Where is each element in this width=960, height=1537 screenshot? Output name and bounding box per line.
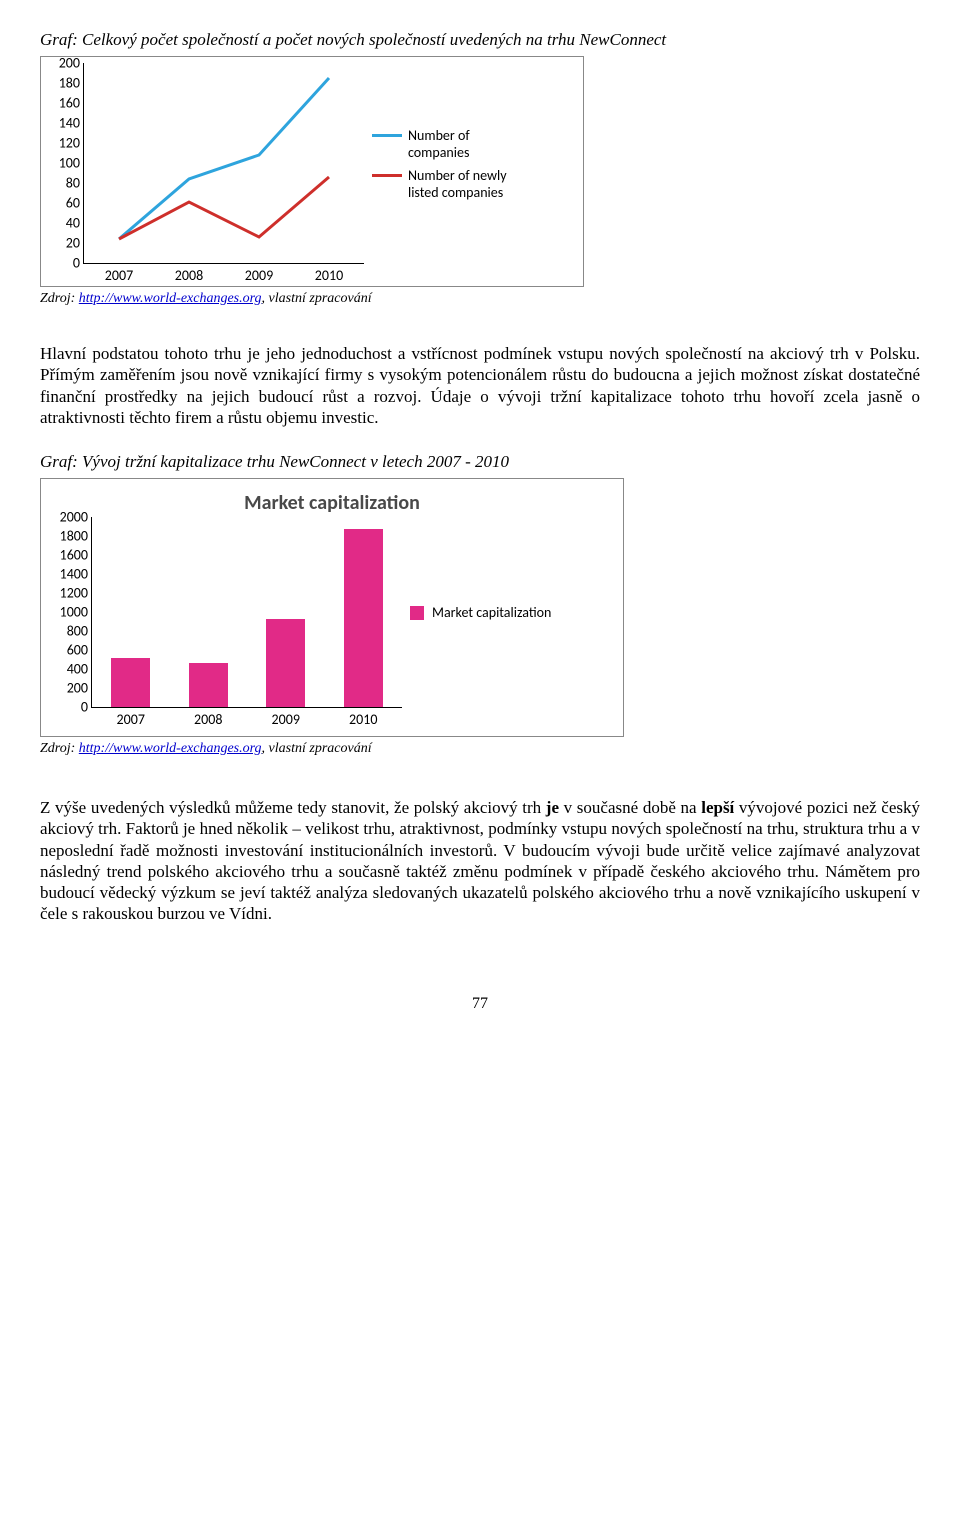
y-tick: 400 <box>67 661 92 678</box>
bar <box>344 529 383 707</box>
chart2-plot: 0200400600800100012001400160018002000200… <box>91 517 402 708</box>
chart2-title: Market capitalization <box>47 491 617 515</box>
legend-item-series1: Number of companies <box>372 127 522 161</box>
legend-label: Number of companies <box>408 127 522 161</box>
source-link[interactable]: http://www.world-exchanges.org <box>79 291 262 306</box>
x-tick: 2008 <box>175 263 203 284</box>
y-tick: 100 <box>59 155 84 172</box>
text-run: Z výše uvedených výsledků můžeme tedy st… <box>40 798 546 817</box>
x-tick: 2009 <box>272 707 300 728</box>
paragraph-1: Hlavní podstatou tohoto trhu je jeho jed… <box>40 343 920 428</box>
chart2-caption: Graf: Vývoj tržní kapitalizace trhu NewC… <box>40 452 920 472</box>
source-prefix: Zdroj: <box>40 291 79 306</box>
y-tick: 200 <box>67 680 92 697</box>
y-tick: 600 <box>67 642 92 659</box>
chart2-legend: Market capitalization <box>402 598 551 627</box>
source-link[interactable]: http://www.world-exchanges.org <box>79 741 262 756</box>
chart2-container: Market capitalization 020040060080010001… <box>40 478 624 737</box>
y-tick: 0 <box>73 255 84 272</box>
y-tick: 120 <box>59 135 84 152</box>
y-tick: 1600 <box>60 547 92 564</box>
x-tick: 2010 <box>349 707 377 728</box>
x-tick: 2010 <box>315 263 343 284</box>
legend-label: Number of newly listed companies <box>408 167 522 201</box>
y-tick: 1200 <box>60 585 92 602</box>
x-tick: 2008 <box>194 707 222 728</box>
y-tick: 20 <box>66 235 84 252</box>
legend-item-bar: Market capitalization <box>410 604 551 621</box>
y-tick: 200 <box>59 55 84 72</box>
legend-label: Market capitalization <box>432 604 551 621</box>
x-tick: 2007 <box>117 707 145 728</box>
y-tick: 60 <box>66 195 84 212</box>
y-tick: 1400 <box>60 566 92 583</box>
chart2-source: Zdroj: http://www.world-exchanges.org, v… <box>40 741 920 757</box>
y-tick: 180 <box>59 75 84 92</box>
y-tick: 140 <box>59 115 84 132</box>
y-tick: 800 <box>67 623 92 640</box>
chart1-legend: Number of companies Number of newly list… <box>364 121 522 207</box>
text-bold: lepší <box>701 798 734 817</box>
y-tick: 80 <box>66 175 84 192</box>
chart1-caption: Graf: Celkový počet společností a počet … <box>40 30 920 50</box>
y-tick: 1000 <box>60 604 92 621</box>
source-prefix: Zdroj: <box>40 741 79 756</box>
y-tick: 160 <box>59 95 84 112</box>
text-bold: je <box>546 798 559 817</box>
page-number: 77 <box>40 995 920 1013</box>
y-tick: 1800 <box>60 528 92 545</box>
chart1-plot: 0204060801001201401601802002007200820092… <box>83 63 364 264</box>
bar <box>266 619 305 707</box>
x-tick: 2007 <box>105 263 133 284</box>
chart1-container: 0 20 40 60 80 100 120 140 160 180 200 2007 2008 2009 2… <box>40 56 584 287</box>
source-suffix: , vlastní zpracování <box>262 291 372 306</box>
paragraph-2: Z výše uvedených výsledků můžeme tedy st… <box>40 797 920 925</box>
x-tick: 2009 <box>245 263 273 284</box>
text-run: v současné době na <box>559 798 701 817</box>
source-suffix: , vlastní zpracování <box>262 741 372 756</box>
bar <box>111 658 150 707</box>
chart1-source: Zdroj: http://www.world-exchanges.org, v… <box>40 291 920 307</box>
y-tick: 0 <box>81 699 92 716</box>
legend-item-series2: Number of newly listed companies <box>372 167 522 201</box>
bar <box>189 663 228 707</box>
y-tick: 2000 <box>60 509 92 526</box>
y-tick: 40 <box>66 215 84 232</box>
